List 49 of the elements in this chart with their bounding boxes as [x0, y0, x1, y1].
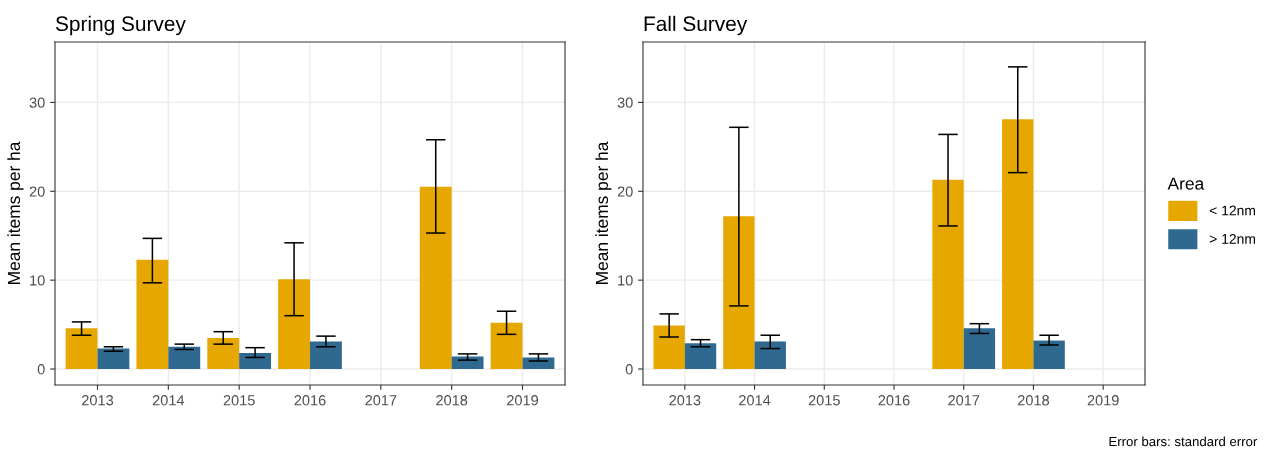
bar [684, 343, 717, 370]
bar [419, 186, 452, 370]
bar [207, 337, 240, 370]
bar [136, 259, 169, 370]
text: Error bars: standard error [1109, 436, 1258, 447]
x-tick-label: 2014 [739, 395, 771, 406]
x-tick-label: 2018 [1017, 395, 1050, 406]
bar [239, 353, 272, 370]
y-tick-label: 20 [617, 186, 633, 197]
legend-label: > 12nm [1209, 233, 1255, 244]
x-tick-label: 2013 [669, 395, 701, 406]
y-tick-label: 0 [37, 364, 45, 375]
y-tick-label: 0 [625, 364, 633, 375]
x-tick-label: 2016 [294, 395, 326, 406]
bar [754, 341, 786, 370]
bar [1033, 340, 1065, 370]
bar [451, 356, 484, 370]
bar [1002, 119, 1034, 370]
y-axis-title: Mean items per ha [7, 141, 24, 284]
x-tick-label: 2014 [152, 395, 185, 406]
x-tick-label: 2013 [82, 395, 114, 406]
bar [168, 346, 201, 370]
bar [963, 328, 996, 370]
chart-title: Spring Survey [55, 15, 186, 36]
x-tick-label: 2015 [808, 395, 840, 406]
x-tick-label: 2017 [948, 395, 980, 406]
chart-title: Fall Survey [644, 15, 748, 36]
x-tick-label: 2017 [365, 395, 397, 406]
bar [723, 216, 755, 370]
x-tick-label: 2019 [507, 395, 539, 406]
bar [653, 325, 685, 370]
bar [278, 279, 310, 370]
bar [65, 328, 98, 370]
y-tick-label: 20 [29, 186, 45, 197]
bar [490, 322, 523, 370]
x-tick-label: 2016 [878, 395, 910, 406]
y-tick-label: 10 [30, 275, 45, 286]
y-tick-label: 10 [618, 275, 633, 286]
x-tick-label: 2019 [1087, 395, 1119, 406]
x-tick-label: 2015 [223, 395, 255, 406]
bar [310, 341, 342, 370]
bar [932, 179, 964, 370]
y-axis-title: Mean items per ha [595, 141, 612, 284]
y-tick-label: 30 [617, 97, 633, 108]
legend-title: Area [1167, 177, 1205, 190]
x-tick-label: 2018 [436, 395, 468, 406]
bar [97, 348, 130, 370]
y-tick-label: 30 [29, 97, 45, 108]
legend-label: < 12nm [1209, 205, 1255, 216]
